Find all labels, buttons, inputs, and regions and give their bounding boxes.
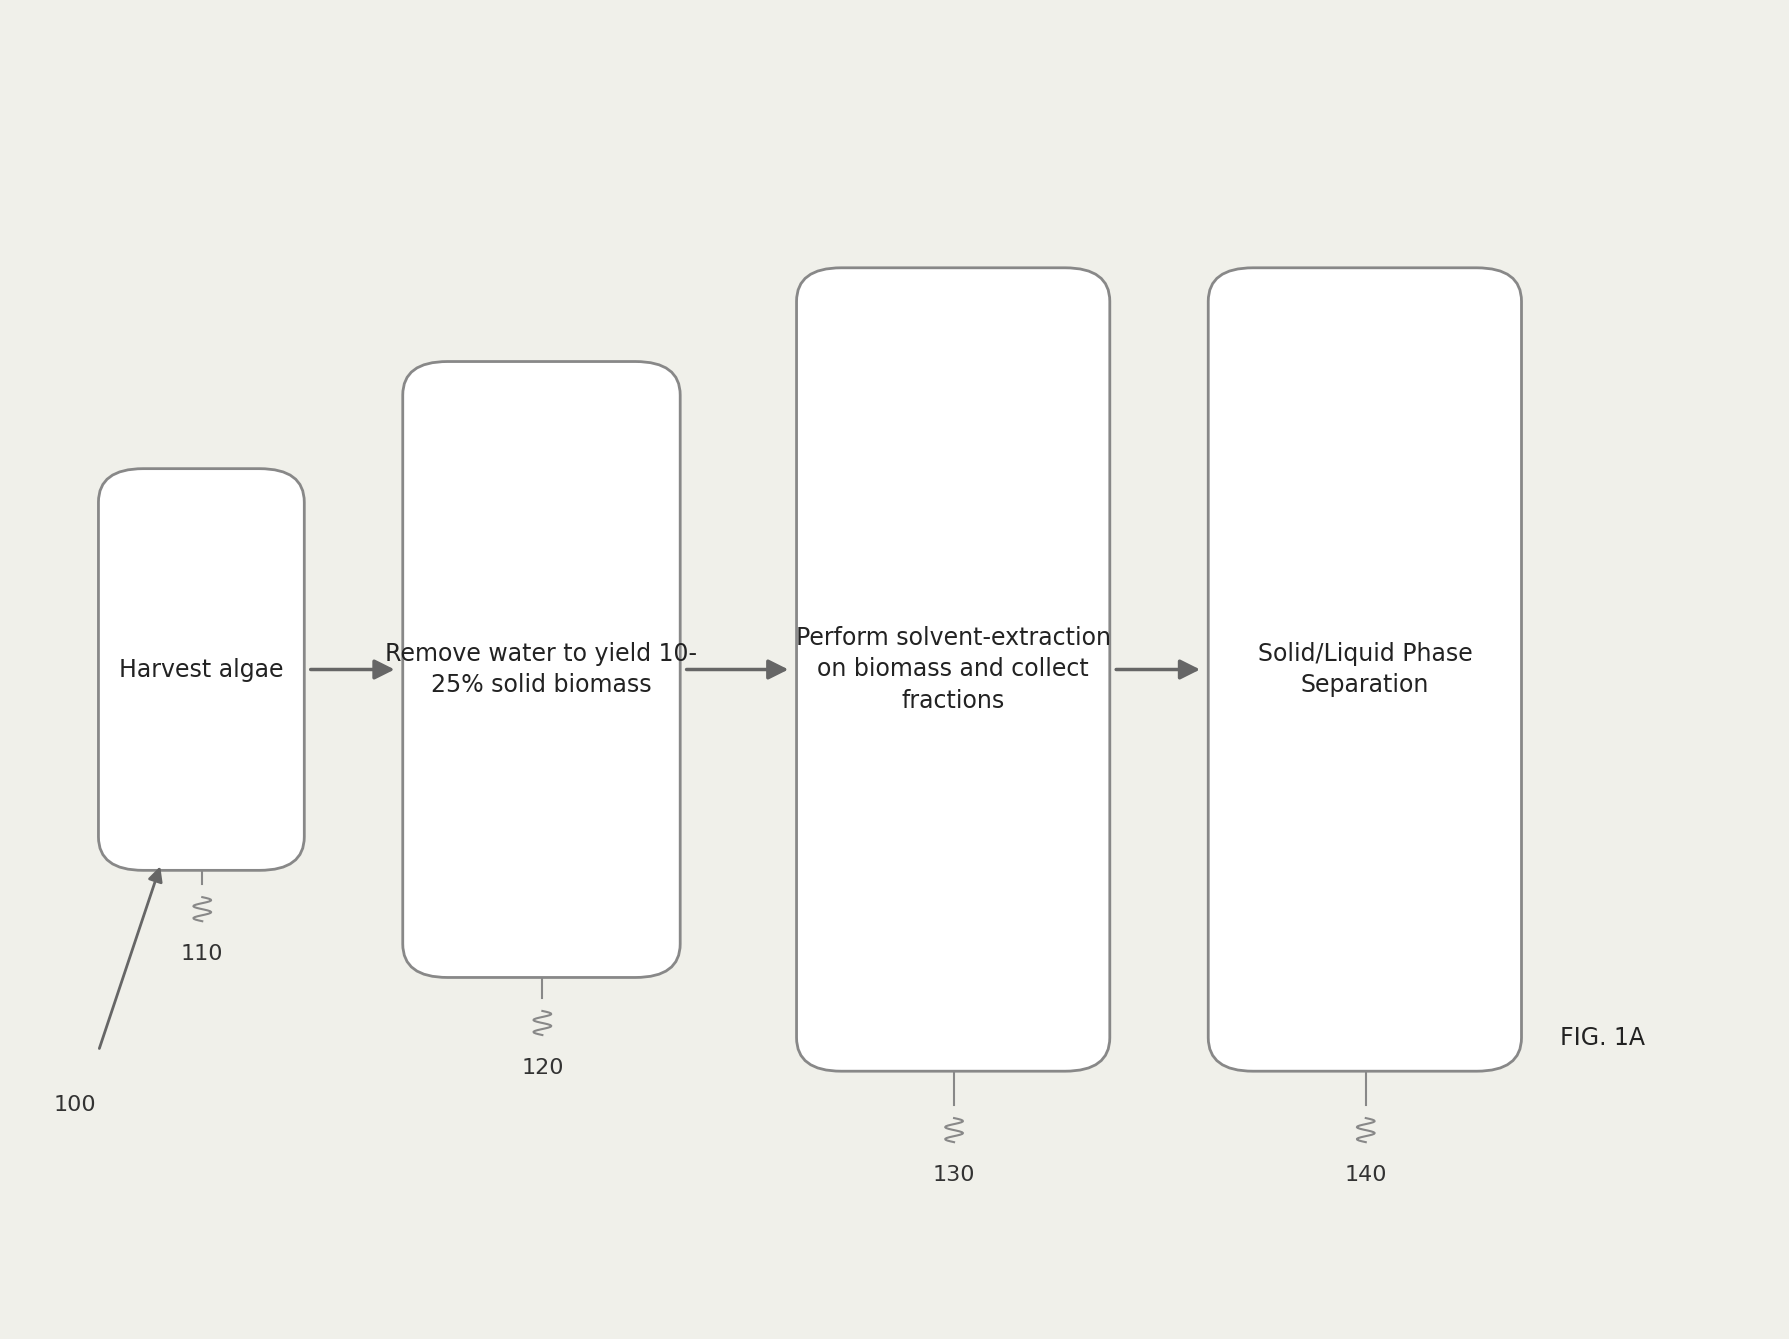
Text: 110: 110 <box>181 944 224 964</box>
Text: Perform solvent-extraction
on biomass and collect
fractions: Perform solvent-extraction on biomass an… <box>796 625 1109 714</box>
Text: 100: 100 <box>54 1095 97 1114</box>
Text: Solid/Liquid Phase
Separation: Solid/Liquid Phase Separation <box>1258 641 1471 698</box>
FancyBboxPatch shape <box>98 469 304 870</box>
FancyBboxPatch shape <box>796 268 1109 1071</box>
Text: Remove water to yield 10-
25% solid biomass: Remove water to yield 10- 25% solid biom… <box>385 641 698 698</box>
Text: 130: 130 <box>932 1165 975 1185</box>
FancyBboxPatch shape <box>1208 268 1521 1071</box>
Text: 140: 140 <box>1344 1165 1386 1185</box>
Text: 120: 120 <box>521 1058 564 1078</box>
Text: FIG. 1A: FIG. 1A <box>1558 1026 1644 1050</box>
Text: Harvest algae: Harvest algae <box>120 657 283 682</box>
FancyBboxPatch shape <box>403 362 680 977</box>
